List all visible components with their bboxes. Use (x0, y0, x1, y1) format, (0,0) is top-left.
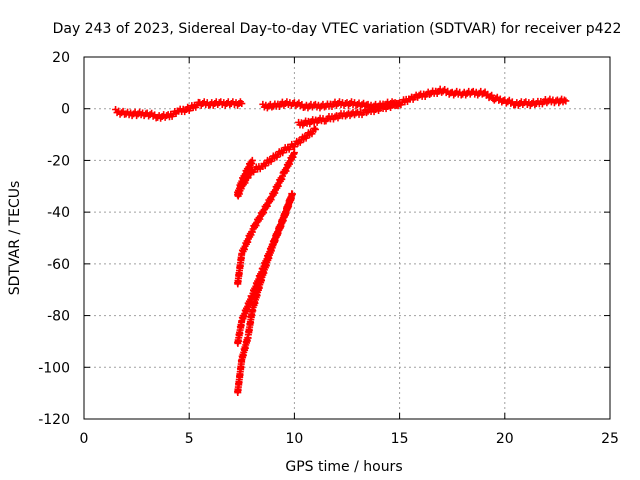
x-tick-label: 20 (496, 431, 514, 447)
y-tick-label: -120 (38, 412, 70, 428)
x-tick-label: 15 (391, 431, 409, 447)
y-tick-label: -100 (38, 360, 70, 376)
data-point (562, 97, 570, 105)
series-arc-2 (234, 156, 256, 198)
grid-lines (84, 57, 610, 419)
x-tick-label: 10 (285, 431, 303, 447)
y-axis-label: SDTVAR / TECUs (7, 181, 23, 296)
data-point (310, 124, 318, 132)
series-segment-3 (295, 99, 404, 129)
data-point (560, 96, 568, 104)
y-tick-label: -60 (47, 257, 70, 273)
series-points (112, 85, 570, 397)
y-tick-label: 0 (61, 102, 70, 118)
chart-title: Day 243 of 2023, Sidereal Day-to-day VTE… (53, 21, 622, 37)
data-point (396, 100, 404, 108)
data-point (288, 190, 296, 198)
y-tick-label: -40 (47, 205, 70, 221)
series-arc-5 (234, 190, 296, 397)
series-segment-1 (112, 98, 246, 122)
series-segment-2 (259, 85, 570, 112)
x-tick-label: 0 (80, 431, 89, 447)
y-tick-label: -80 (47, 309, 70, 325)
plot-frame (83, 56, 611, 420)
data-point (488, 91, 496, 99)
data-point (238, 100, 246, 108)
x-tick-label: 25 (601, 431, 619, 447)
y-tick-label: 20 (52, 50, 70, 66)
y-tick-label: -20 (47, 153, 70, 169)
x-axis-label: GPS time / hours (285, 459, 402, 475)
data-point (248, 156, 256, 164)
data-point (290, 149, 298, 157)
x-tick-label: 5 (185, 431, 194, 447)
series-arc-3 (234, 149, 298, 288)
y-axis-ticks: -120 -100 -80 -60 -40 -20 0 20 (38, 50, 610, 428)
x-axis-ticks: 0 5 10 15 20 25 (80, 57, 619, 447)
data-point (311, 125, 319, 133)
